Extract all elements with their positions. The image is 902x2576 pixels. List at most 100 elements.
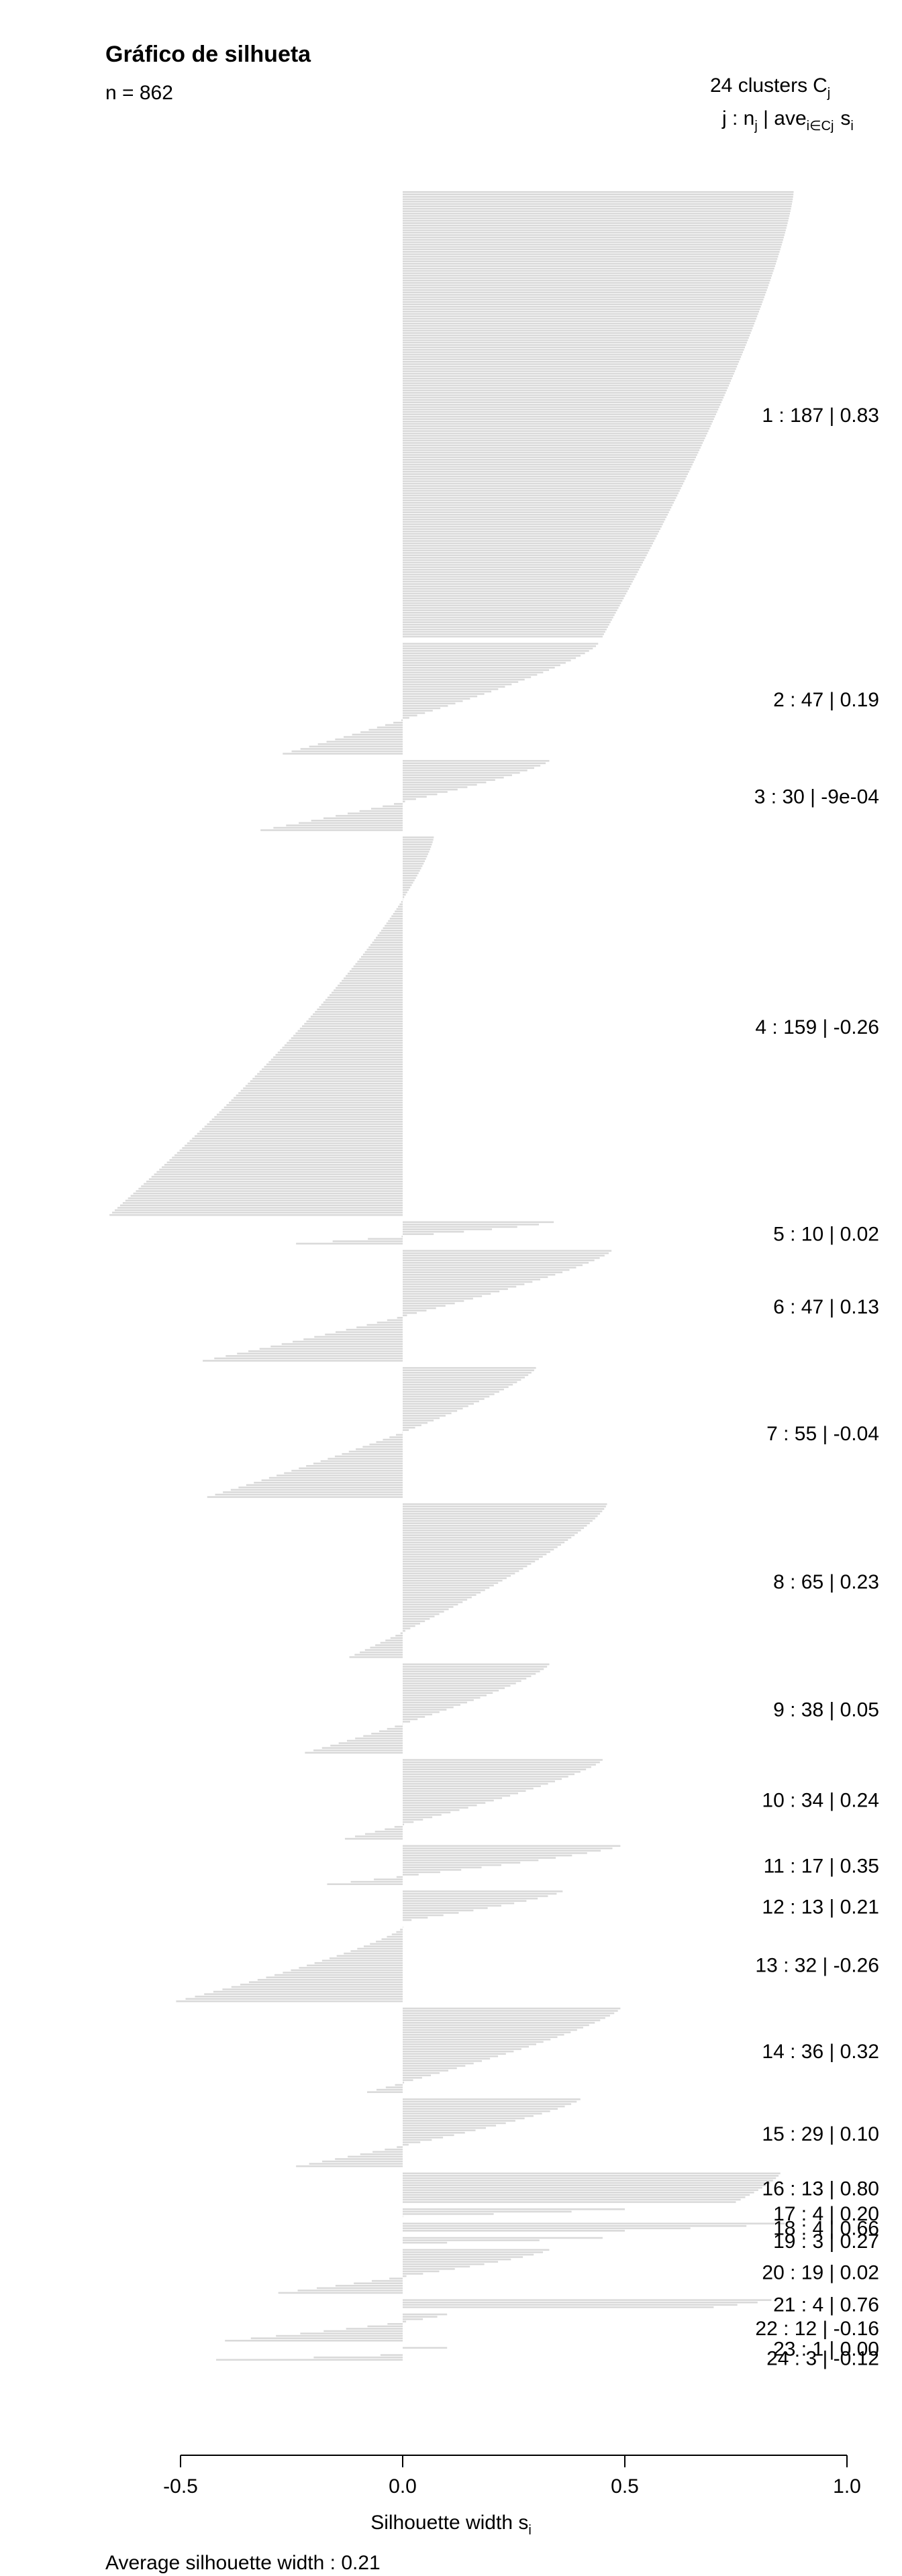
silhouette-bar: [403, 1410, 458, 1412]
silhouette-bar: [403, 1914, 444, 1917]
silhouette-bar: [403, 508, 670, 511]
silhouette-bar: [403, 657, 576, 659]
silhouette-bar: [403, 578, 634, 580]
silhouette-bar: [403, 1909, 474, 1912]
silhouette-bar: [314, 1336, 403, 1338]
silhouette-bar: [368, 729, 403, 731]
silhouette-bar: [403, 439, 704, 442]
silhouette-bar: [403, 1907, 488, 1909]
silhouette-bar: [403, 547, 651, 549]
silhouette-bar: [403, 516, 667, 519]
silhouette-bar: [403, 896, 405, 898]
silhouette-bar: [403, 1534, 575, 1536]
silhouette-bar: [403, 674, 538, 676]
silhouette-bar: [403, 444, 702, 447]
silhouette-bar: [310, 1016, 403, 1018]
silhouette-bar: [403, 1770, 581, 1773]
silhouette-bar: [372, 941, 403, 944]
silhouette-bar: [403, 351, 744, 354]
silhouette-bar: [403, 537, 656, 540]
silhouette-bar: [403, 2098, 581, 2100]
silhouette-bar: [403, 453, 697, 456]
silhouette-bar: [169, 1159, 403, 1161]
silhouette-bar: [403, 2237, 603, 2239]
silhouette-bar: [403, 366, 738, 368]
silhouette-bar: [403, 2143, 409, 2146]
silhouette-bar: [219, 1111, 403, 1114]
silhouette-bar: [266, 1063, 403, 1065]
silhouette-bar: [403, 1279, 540, 1281]
silhouette-bar: [403, 1794, 511, 1797]
silhouette-bar: [403, 2175, 779, 2177]
silhouette-bar: [291, 750, 403, 753]
silhouette-bar: [214, 1357, 403, 1360]
silhouette-bar: [109, 1214, 403, 1216]
silhouette-bar: [403, 1369, 534, 1372]
silhouette-bar: [403, 354, 742, 356]
silhouette-bar: [403, 2347, 448, 2349]
silhouette-bar: [403, 1678, 527, 1680]
silhouette-bar: [146, 1180, 403, 1183]
silhouette-bar: [403, 2239, 540, 2241]
silhouette-bar: [403, 791, 448, 793]
silhouette-bar: [403, 337, 749, 339]
silhouette-bar: [351, 967, 403, 970]
silhouette-bar: [329, 1957, 403, 1960]
silhouette-bar: [363, 1945, 403, 1947]
silhouette-bar: [403, 432, 707, 435]
silhouette-bar: [248, 1350, 403, 1352]
silhouette-bar: [403, 1625, 415, 1627]
silhouette-bar: [403, 1228, 493, 1230]
silhouette-bar: [346, 1739, 403, 1742]
silhouette-bar: [403, 549, 650, 551]
silhouette-bar: [371, 2279, 403, 2282]
silhouette-bar: [385, 724, 403, 727]
silhouette-bar: [403, 303, 762, 306]
silhouette-bar: [261, 1479, 403, 1481]
silhouette-bar: [268, 1061, 403, 1063]
silhouette-bar: [403, 793, 438, 796]
silhouette-bar: [403, 1845, 621, 1847]
silhouette-bar: [370, 1646, 403, 1649]
silhouette-bar: [403, 867, 421, 869]
silhouette-bar: [403, 2316, 438, 2318]
silhouette-bar: [403, 678, 525, 681]
silhouette-bar: [403, 705, 448, 707]
silhouette-bar: [349, 1656, 403, 1658]
silhouette-bar: [403, 590, 628, 592]
silhouette-bar: [403, 846, 432, 848]
silhouette-bar: [214, 1116, 403, 1118]
silhouette-bar: [372, 2151, 403, 2153]
silhouette-bar: [403, 1544, 561, 1546]
silhouette-bar: [403, 1510, 603, 1513]
silhouette-bar: [403, 1517, 595, 1519]
silhouette-bar: [403, 470, 689, 473]
silhouette-bar: [403, 1515, 598, 1517]
silhouette-bar: [403, 1694, 487, 1697]
silhouette-bar: [209, 1120, 403, 1123]
silhouette-bar: [403, 2263, 485, 2265]
silhouette-bar: [403, 2182, 770, 2184]
silhouette-bar: [377, 934, 403, 936]
silhouette-bar: [403, 2103, 572, 2105]
silhouette-bar: [403, 1782, 548, 1785]
silhouette-bar: [403, 647, 593, 650]
cluster-label-23: 23 : 1 | 0.00: [773, 2338, 879, 2360]
silhouette-bar: [403, 248, 781, 251]
silhouette-bar: [403, 1599, 468, 1601]
silhouette-bar: [403, 525, 662, 528]
silhouette-bar: [403, 2253, 534, 2256]
silhouette-bar: [403, 1252, 609, 1254]
silhouette-bar: [403, 1381, 517, 1383]
silhouette-bar: [403, 423, 712, 425]
silhouette-bar: [248, 1981, 403, 1984]
silhouette-bar: [403, 874, 417, 877]
silhouette-bar: [403, 614, 615, 616]
x-axis: -0.5 0.0 0.5 1.0: [163, 2455, 861, 2498]
cluster-label-18: 18 : 4 | 0.66: [773, 2218, 879, 2240]
silhouette-bar: [403, 513, 668, 516]
silhouette-bar: [403, 600, 623, 602]
cluster-14-bars: [367, 2007, 621, 2093]
silhouette-bar: [403, 2227, 691, 2230]
silhouette-bar: [403, 1250, 612, 1252]
